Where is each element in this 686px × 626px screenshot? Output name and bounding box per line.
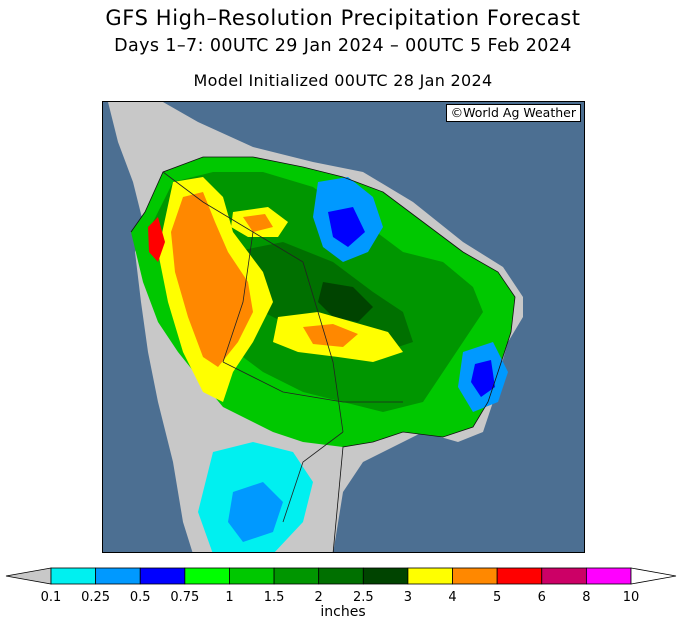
- colorbar-tick-label: 1: [225, 590, 234, 605]
- forecast-period: Days 1–7: 00UTC 29 Jan 2024 – 00UTC 5 Fe…: [114, 36, 572, 56]
- colorbar-under-triangle: [5, 567, 52, 585]
- colorbar-tick-label: 3: [403, 590, 413, 605]
- colorbar-tick-label: 0.1: [40, 590, 62, 605]
- south-medium: [228, 482, 283, 542]
- colorbar-swatch: [318, 567, 364, 585]
- copyright-label: ©World Ag Weather: [445, 104, 581, 122]
- precipitation-map: ©World Ag Weather: [102, 101, 585, 553]
- map-title: GFS High–Resolution Precipitation Foreca…: [105, 6, 581, 30]
- colorbar-swatch: [541, 567, 587, 585]
- colorbar-swatch: [452, 567, 498, 585]
- colorbar-swatch: [585, 567, 632, 585]
- colorbar-swatch: [496, 567, 543, 585]
- east-deep-blue: [471, 360, 495, 397]
- west-red: [148, 217, 165, 262]
- colorbar-swatch: [184, 567, 230, 585]
- colorbar-swatch: [273, 567, 320, 585]
- colorbar-tick-label: 4: [448, 590, 457, 605]
- colorbar-over-triangle: [630, 567, 677, 585]
- colorbar-swatch: [139, 567, 186, 585]
- map-canvas: [103, 102, 584, 552]
- model-init-time: Model Initialized 00UTC 28 Jan 2024: [193, 71, 493, 90]
- colorbar-tick-label: 2: [314, 590, 323, 605]
- colorbar-tick-label: 8: [582, 590, 591, 605]
- colorbar-swatch: [95, 567, 141, 585]
- west-orange: [171, 192, 253, 367]
- ne-deep-blue: [328, 207, 365, 247]
- land-2.5in: [318, 282, 373, 322]
- colorbar-swatch: [407, 567, 453, 585]
- colorbar-tick-label: 2.5: [352, 590, 374, 605]
- colorbar-tick-label: 1.5: [263, 590, 285, 605]
- north-orange: [243, 214, 273, 232]
- colorbar-tick-label: 0.75: [170, 590, 200, 605]
- colorbar-swatch: [362, 567, 409, 585]
- colorbar-tick-label: 5: [493, 590, 502, 605]
- colorbar: [5, 567, 677, 585]
- colorbar-swatch: [229, 567, 275, 585]
- colorbar-tick-label: 0.5: [129, 590, 151, 605]
- colorbar-units: inches: [320, 604, 366, 620]
- country-borders: [162, 171, 403, 523]
- colorbar-swatch: [50, 567, 97, 585]
- colorbar-tick-label: 10: [622, 590, 640, 605]
- colorbar-tick-label: 6: [537, 590, 546, 605]
- coastline: [130, 156, 516, 552]
- central-orange: [303, 324, 358, 347]
- colorbar-tick-label: 0.25: [81, 590, 111, 605]
